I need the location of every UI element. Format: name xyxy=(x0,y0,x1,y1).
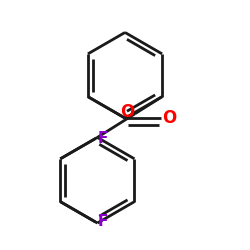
Text: O: O xyxy=(120,104,134,122)
Text: F: F xyxy=(98,131,108,146)
Text: F: F xyxy=(98,214,108,230)
Text: O: O xyxy=(162,108,177,126)
